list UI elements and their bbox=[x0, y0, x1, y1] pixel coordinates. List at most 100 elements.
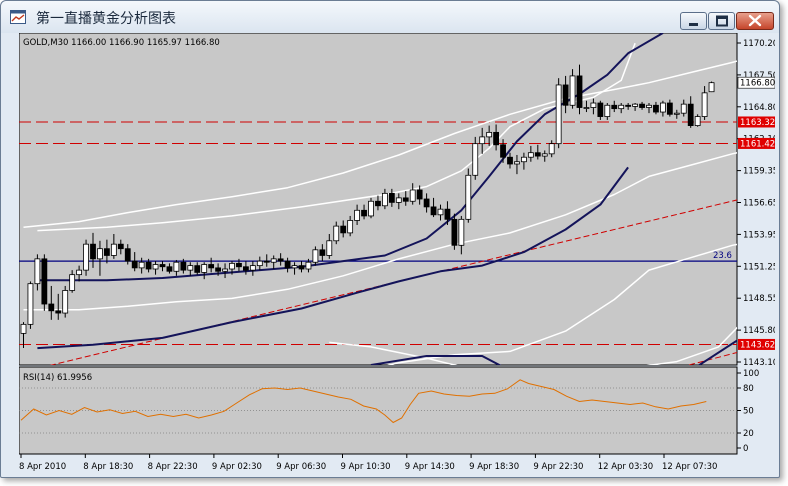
candle-body[interactable] bbox=[48, 303, 55, 312]
candle-body[interactable] bbox=[611, 104, 618, 110]
candle-body[interactable] bbox=[472, 143, 479, 176]
candle-body[interactable] bbox=[222, 268, 228, 272]
candle-body[interactable] bbox=[653, 104, 659, 113]
candle-body[interactable] bbox=[104, 248, 110, 256]
candle-body[interactable] bbox=[597, 102, 604, 117]
candle-body[interactable] bbox=[145, 261, 152, 270]
candle-body[interactable] bbox=[256, 260, 263, 267]
candle-body[interactable] bbox=[97, 248, 103, 260]
candle-body[interactable] bbox=[110, 243, 117, 256]
candle-body[interactable] bbox=[69, 274, 76, 291]
candle-body[interactable] bbox=[347, 220, 354, 234]
candle-body[interactable] bbox=[62, 290, 69, 314]
candle-body[interactable] bbox=[131, 260, 138, 269]
candle-body[interactable] bbox=[666, 102, 673, 115]
candle-body[interactable] bbox=[319, 249, 326, 256]
candle-body[interactable] bbox=[340, 225, 347, 234]
candle-body[interactable] bbox=[20, 323, 27, 334]
candle-body[interactable] bbox=[173, 261, 180, 272]
candle-body[interactable] bbox=[576, 75, 583, 108]
candle-body[interactable] bbox=[500, 144, 506, 158]
candle-body[interactable] bbox=[180, 261, 187, 271]
candle-body[interactable] bbox=[117, 243, 124, 250]
candle-body[interactable] bbox=[555, 84, 562, 145]
candle-body[interactable] bbox=[333, 225, 340, 242]
candle-body[interactable] bbox=[166, 266, 173, 272]
candle-body[interactable] bbox=[430, 206, 437, 216]
candle-body[interactable] bbox=[361, 209, 367, 217]
candle-body[interactable] bbox=[701, 92, 708, 117]
candle-body[interactable] bbox=[83, 243, 89, 271]
candle-body[interactable] bbox=[493, 131, 500, 146]
candle-body[interactable] bbox=[687, 103, 694, 126]
candle-body[interactable] bbox=[534, 152, 541, 157]
candle-body[interactable] bbox=[451, 218, 458, 246]
candle-body[interactable] bbox=[458, 218, 465, 246]
candle-body[interactable] bbox=[520, 156, 527, 163]
candle-body[interactable] bbox=[354, 209, 361, 221]
candle-body[interactable] bbox=[548, 143, 555, 155]
minimize-button[interactable] bbox=[680, 12, 707, 30]
candle-body[interactable] bbox=[708, 82, 715, 93]
candle-body[interactable] bbox=[402, 197, 409, 202]
candle-body[interactable] bbox=[409, 189, 416, 202]
candle-body[interactable] bbox=[159, 264, 166, 268]
candle-body[interactable] bbox=[569, 75, 576, 106]
candle-body[interactable] bbox=[298, 265, 305, 270]
candle-body[interactable] bbox=[249, 265, 256, 271]
candle-body[interactable] bbox=[215, 267, 222, 272]
candle-body[interactable] bbox=[55, 310, 62, 314]
candle-body[interactable] bbox=[660, 102, 666, 113]
candle-body[interactable] bbox=[291, 265, 298, 269]
candle-body[interactable] bbox=[263, 260, 270, 263]
candle-body[interactable] bbox=[124, 248, 131, 262]
candle-body[interactable] bbox=[305, 261, 312, 270]
candle-body[interactable] bbox=[507, 156, 513, 165]
candle-body[interactable] bbox=[527, 152, 534, 158]
candle-body[interactable] bbox=[242, 266, 249, 271]
candle-body[interactable] bbox=[236, 262, 242, 268]
candle-body[interactable] bbox=[416, 189, 423, 200]
candle-body[interactable] bbox=[90, 243, 96, 260]
candle-body[interactable] bbox=[270, 258, 277, 263]
candle-body[interactable] bbox=[277, 258, 284, 262]
candle-body[interactable] bbox=[639, 103, 645, 108]
candle-body[interactable] bbox=[388, 192, 395, 203]
candle-body[interactable] bbox=[381, 192, 388, 207]
candle-body[interactable] bbox=[618, 104, 625, 110]
candle-body[interactable] bbox=[680, 103, 687, 114]
candle-body[interactable] bbox=[138, 261, 145, 269]
candle-body[interactable] bbox=[152, 264, 159, 270]
candle-body[interactable] bbox=[375, 200, 381, 207]
candle-body[interactable] bbox=[465, 174, 472, 220]
candle-body[interactable] bbox=[590, 102, 597, 108]
candle-body[interactable] bbox=[646, 104, 652, 108]
candle-body[interactable] bbox=[34, 258, 41, 285]
candle-body[interactable] bbox=[208, 264, 215, 269]
candle-body[interactable] bbox=[395, 197, 402, 203]
candle-body[interactable] bbox=[479, 136, 486, 145]
candle-body[interactable] bbox=[562, 84, 569, 106]
candle-body[interactable] bbox=[604, 104, 611, 117]
candle-body[interactable] bbox=[694, 116, 701, 126]
candle-body[interactable] bbox=[632, 103, 638, 107]
candle-body[interactable] bbox=[229, 262, 235, 270]
candle-body[interactable] bbox=[326, 240, 333, 256]
candle-body[interactable] bbox=[194, 265, 201, 273]
candle-body[interactable] bbox=[368, 200, 374, 217]
candle-body[interactable] bbox=[437, 208, 444, 216]
candle-body[interactable] bbox=[284, 260, 291, 269]
maximize-button[interactable] bbox=[708, 12, 735, 30]
candle-body[interactable] bbox=[486, 131, 493, 138]
candle-body[interactable] bbox=[583, 107, 590, 109]
candle-body[interactable] bbox=[27, 283, 34, 325]
candle-body[interactable] bbox=[41, 258, 48, 305]
candle-body[interactable] bbox=[312, 249, 319, 263]
candle-body[interactable] bbox=[673, 112, 680, 115]
candle-body[interactable] bbox=[541, 153, 548, 157]
candle-body[interactable] bbox=[201, 264, 208, 273]
candle-body[interactable] bbox=[187, 265, 194, 271]
candle-body[interactable] bbox=[76, 269, 82, 276]
candle-body[interactable] bbox=[625, 104, 632, 107]
candle-body[interactable] bbox=[444, 208, 451, 220]
